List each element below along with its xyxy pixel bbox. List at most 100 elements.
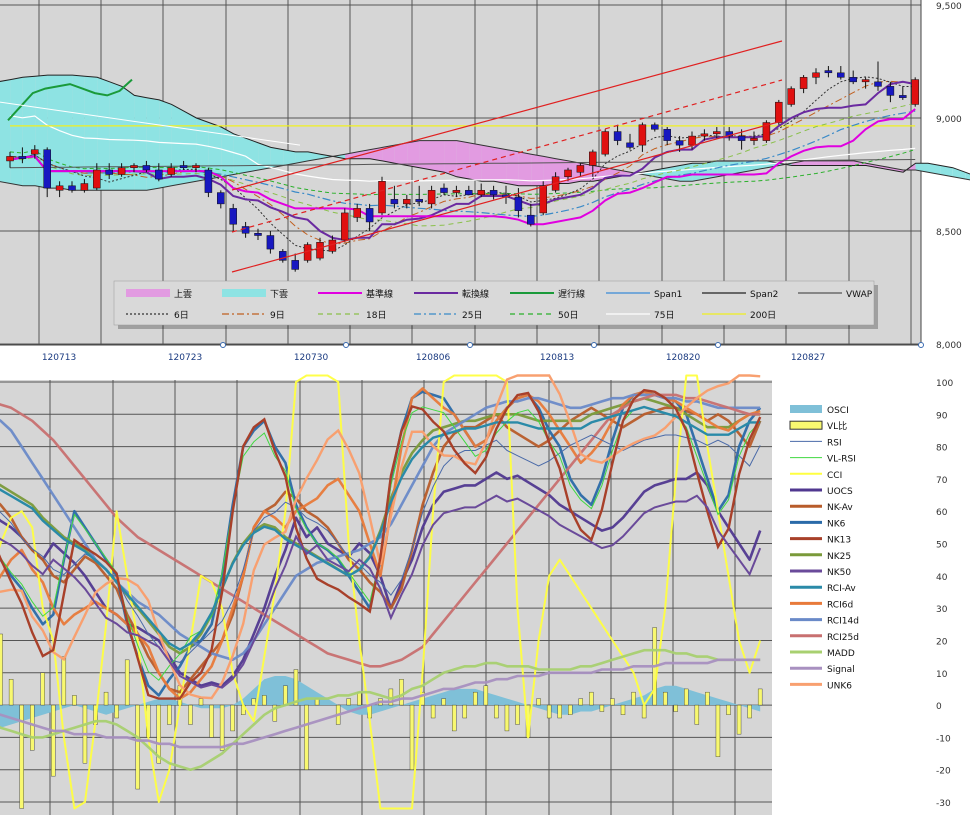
candle-body xyxy=(204,169,213,193)
cloud-segment xyxy=(283,149,296,166)
axis-marker xyxy=(220,342,226,348)
vl-ratio-bar xyxy=(251,698,256,706)
oscillator-legend-label: NK25 xyxy=(827,552,851,562)
candle-body xyxy=(68,185,76,191)
date-x-tick-label: 120820 xyxy=(666,353,701,363)
vl-ratio-bar xyxy=(40,672,45,706)
oscillator-lines xyxy=(0,374,762,810)
vl-ratio-bar xyxy=(51,704,56,777)
vl-ratio-bar xyxy=(103,691,109,706)
candle-body xyxy=(179,165,188,168)
oscillator-series-line xyxy=(0,374,762,810)
candle-body xyxy=(117,167,126,175)
vl-ratio-bar xyxy=(230,704,235,732)
vl-ratio-bar xyxy=(135,704,140,790)
oscillator-legend-label: CCI xyxy=(827,471,842,481)
cloud-segment xyxy=(965,172,970,180)
cloud-segment xyxy=(432,140,445,173)
vl-ratio-bar xyxy=(156,704,162,764)
cloud-segment xyxy=(469,142,482,182)
vl-ratio-bar xyxy=(694,704,700,725)
vl-ratio-bar xyxy=(736,704,742,735)
vl-ratio-bar xyxy=(483,685,489,706)
price-y-tick-label: 8,000 xyxy=(936,341,962,351)
candle-body xyxy=(849,77,857,83)
vl-ratio-bar xyxy=(209,704,214,738)
axis-marker xyxy=(918,342,924,348)
candle-body xyxy=(378,181,386,214)
oscillator-y-tick-label: -30 xyxy=(936,799,951,809)
oscillator-legend-label: VL比 xyxy=(827,420,847,432)
vl-ratio-bar xyxy=(0,633,3,706)
cloud-segment xyxy=(841,160,854,166)
oscillator-y-axis-bg xyxy=(922,380,970,815)
candle-body xyxy=(911,79,919,105)
candle-body xyxy=(130,165,138,168)
candle-body xyxy=(390,199,399,205)
date-x-tick-label: 120813 xyxy=(540,353,574,363)
price-legend-box xyxy=(113,280,875,326)
nk50-line xyxy=(0,494,762,689)
trend-channel xyxy=(231,40,783,273)
candle-body xyxy=(477,190,485,196)
vl-ratio-bar xyxy=(198,698,204,706)
vl-ratio-bar xyxy=(8,679,14,706)
span2-line xyxy=(0,140,970,191)
cloud-segment xyxy=(940,165,953,177)
cloud-segment xyxy=(456,140,470,180)
vl-ratio-bar xyxy=(494,704,499,719)
price-legend-label: Span2 xyxy=(750,290,778,300)
candle-body xyxy=(291,260,299,270)
candle-body xyxy=(365,208,374,223)
vl-ratio-bar xyxy=(515,704,520,725)
vl-ratio-bar xyxy=(684,688,689,706)
oscillator-y-tick-label: 0 xyxy=(936,702,942,712)
cloud-segment xyxy=(804,160,817,166)
oscillator-series-line xyxy=(0,648,761,771)
oscillator-legend-label: RCI-Av xyxy=(827,584,856,594)
date-x-tick-label: 120827 xyxy=(791,353,825,363)
price-legend-label: 50日 xyxy=(558,310,578,321)
oscillator-legend-label: NK-Av xyxy=(827,503,853,513)
vl-ratio-bar xyxy=(452,704,457,732)
candle-body xyxy=(713,131,721,135)
cloud-segment xyxy=(655,167,668,180)
oscillator-legend-panel xyxy=(772,380,922,815)
candle-body xyxy=(279,251,287,261)
channel-upper-line xyxy=(231,40,783,191)
candle-body xyxy=(465,190,473,196)
price-legend-label: 下雲 xyxy=(270,289,288,300)
candle-body xyxy=(316,242,324,259)
cloud-segment xyxy=(866,163,879,168)
oscillator-y-tick-label: 70 xyxy=(936,476,948,486)
cloud-segment xyxy=(717,160,730,177)
vl-ratio-bar xyxy=(188,704,193,725)
candle-body xyxy=(837,72,845,78)
price-legend: 上雲 下雲 基準線 転換線 遅行線 Span1 Span2 VWAP 6日 9日 18日 25日 50日… xyxy=(113,280,878,329)
channel-lower-line xyxy=(231,120,783,273)
oscillator-legend-label: OSCI xyxy=(827,406,849,416)
oscillator-y-tick-label: 40 xyxy=(936,573,948,583)
ma50-line xyxy=(9,149,916,196)
cloud-segment xyxy=(221,127,234,177)
span1-line xyxy=(0,74,970,187)
price-legend-label: 75日 xyxy=(654,310,674,321)
candle-body xyxy=(55,185,64,191)
cloud-segment xyxy=(0,79,11,184)
candle-body xyxy=(626,142,634,148)
price-legend-swatch xyxy=(222,289,266,297)
oscillator-y-tick-label: 80 xyxy=(936,444,948,454)
candle-body xyxy=(576,165,585,173)
candle-body xyxy=(415,199,423,202)
vl-ratio-bar xyxy=(219,704,225,751)
vl-ratio-bar xyxy=(557,704,562,719)
cloud-segment xyxy=(742,160,755,173)
oscillator-legend-label: NK6 xyxy=(827,519,846,529)
vl-ratio-bar xyxy=(757,688,763,706)
candlesticks xyxy=(6,61,919,272)
oscillator-legend-label: RCI14d xyxy=(827,617,859,627)
vl-ratio-bar xyxy=(599,704,605,712)
price-legend-label: 18日 xyxy=(366,310,386,321)
price-legend-swatch xyxy=(126,289,170,297)
